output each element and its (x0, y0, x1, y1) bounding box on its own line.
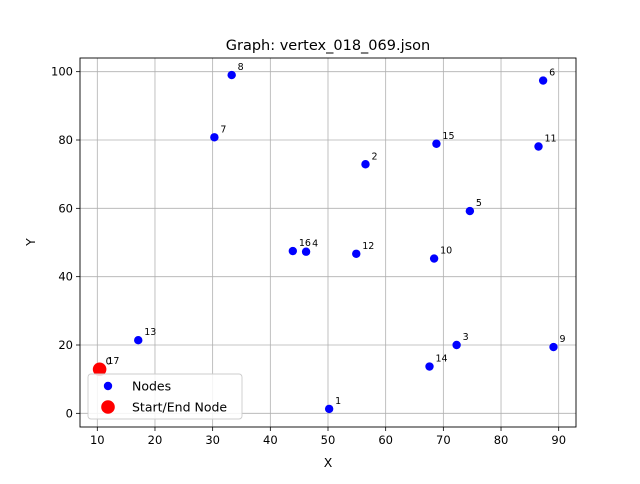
node-point (452, 340, 461, 350)
x-tick-label: 60 (378, 433, 393, 447)
node-label: 7 (220, 124, 226, 135)
node-label: 16 (299, 238, 311, 249)
node-point (465, 206, 475, 216)
node-point (534, 142, 543, 151)
node-point (134, 336, 143, 345)
node-point (361, 160, 370, 169)
y-axis-label: Y (23, 238, 38, 247)
legend-marker (101, 400, 115, 414)
legend-marker (103, 381, 113, 391)
y-tick-label: 100 (51, 65, 73, 79)
node-label: 11 (545, 133, 557, 144)
node-label: 13 (144, 327, 156, 338)
node-label: 6 (549, 68, 555, 79)
node-point (210, 133, 219, 142)
x-tick-label: 10 (90, 433, 105, 447)
node-point (549, 342, 558, 352)
node-point (538, 76, 548, 85)
y-tick-label: 40 (58, 270, 73, 284)
node-point (288, 246, 298, 256)
x-tick-label: 30 (205, 433, 220, 447)
y-tick-label: 0 (66, 406, 73, 420)
legend-entry: Start/End Node (132, 400, 227, 415)
node-label: 5 (476, 198, 482, 209)
x-tick-label: 90 (551, 433, 566, 447)
x-tick-label: 20 (148, 433, 163, 447)
node-point (432, 139, 441, 148)
node-label: 1 (335, 396, 341, 407)
node-point (425, 362, 434, 371)
node-label: 0 (106, 356, 112, 367)
legend-box (87, 373, 243, 420)
node-label: 15 (442, 131, 454, 142)
node-point (227, 70, 236, 80)
node-label: 8 (238, 62, 244, 73)
node-label: 9 (560, 334, 566, 345)
y-tick-label: 80 (58, 133, 73, 147)
start-end-node-point (92, 362, 107, 377)
legend: Nodes Start/End Node (87, 373, 243, 420)
chart-title: Graph: vertex_018_069.json (226, 38, 430, 54)
node-label: 3 (463, 332, 469, 343)
node-label: 2 (371, 151, 377, 162)
node-label: 14 (436, 354, 448, 365)
y-tick-label: 20 (58, 338, 73, 352)
node-point (429, 254, 439, 263)
node-label: 10 (440, 246, 452, 257)
node-label: 4 (312, 239, 318, 250)
x-tick-label: 50 (321, 433, 336, 447)
x-tick-label: 40 (263, 433, 278, 447)
x-axis-label: X (324, 455, 333, 470)
node-point (352, 249, 361, 258)
x-tick-label: 80 (494, 433, 509, 447)
node-point (324, 404, 334, 414)
node-point (301, 247, 311, 256)
x-tick-label: 70 (436, 433, 451, 447)
y-tick-label: 60 (58, 201, 73, 215)
node-label: 12 (362, 241, 374, 252)
legend-entry: Nodes (132, 379, 171, 394)
plot-frame (79, 57, 577, 428)
node-label: 17 (107, 356, 119, 367)
